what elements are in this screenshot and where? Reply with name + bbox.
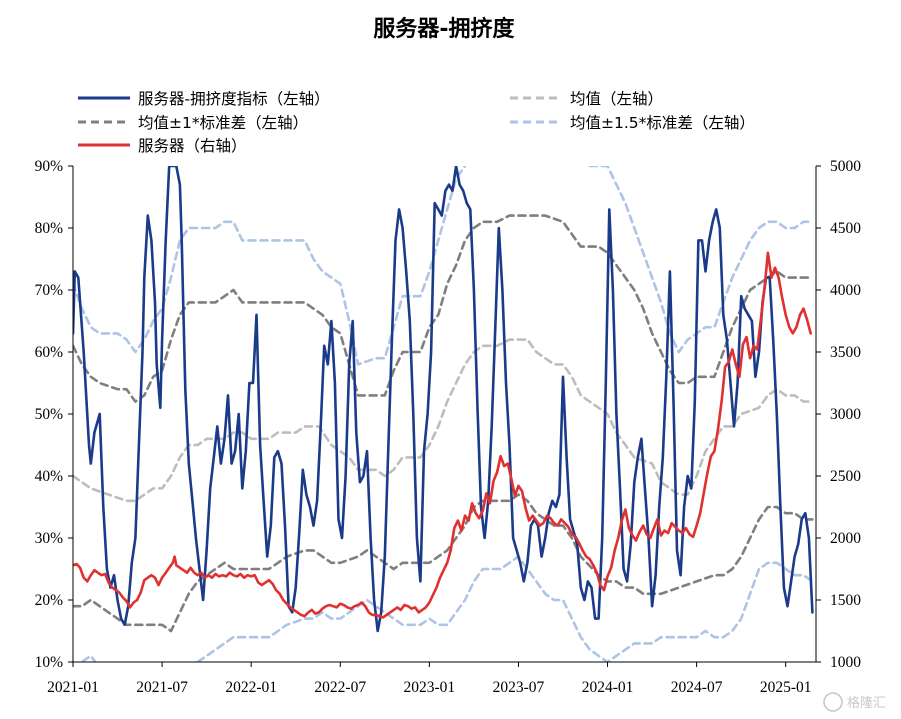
axes: [72, 166, 817, 663]
watermark-text: 格隆汇: [847, 695, 886, 711]
x-tick-label: 2022-07: [314, 679, 366, 696]
plot-area: [73, 166, 814, 662]
series-line-0: [73, 166, 814, 633]
right-tick-label: 4000: [830, 282, 861, 299]
x-tick-label: 2024-01: [582, 679, 634, 696]
legend-label-std1: 均值±1*标准差（左轴）: [138, 114, 308, 132]
right-tick-label: 1000: [830, 654, 861, 671]
legend-label-mean: 均值（左轴）: [570, 90, 663, 108]
legend-label-index: 服务器-拥挤度指标（左轴）: [138, 90, 330, 108]
legend-label-std15: 均值±1.5*标准差（左轴）: [570, 114, 755, 132]
x-tick-label: 2023-07: [493, 679, 545, 696]
watermark: 格隆汇: [823, 692, 886, 712]
left-tick-label: 10%: [35, 654, 64, 671]
x-tick-label: 2021-01: [47, 679, 99, 696]
chart-title: 服务器-拥挤度: [373, 16, 515, 42]
series-line-5: [79, 555, 814, 662]
right-tick-label: 4500: [830, 220, 861, 237]
x-axis-ticks: 2021-01 2021-07 2022-01 2022-07 2023-01 2023-…: [47, 662, 812, 696]
right-tick-label: 3500: [830, 344, 861, 361]
left-tick-label: 20%: [35, 592, 64, 609]
right-tick-label: 5000: [830, 158, 861, 175]
legend: 服务器-拥挤度指标（左轴） 均值（左轴） 均值±1*标准差（左轴） 均值±1.5…: [78, 90, 755, 155]
right-axis-ticks: 1000 1500 2000 2500 3000 3500 4000 4500 5000: [816, 158, 861, 671]
x-tick-label: 2021-07: [136, 679, 188, 696]
right-tick-label: 2500: [830, 468, 861, 485]
left-tick-label: 50%: [35, 406, 64, 423]
x-tick-label: 2023-01: [404, 679, 456, 696]
series-line-6: [73, 251, 812, 619]
right-tick-label: 3000: [830, 406, 861, 423]
series-line-3: [73, 493, 814, 633]
series-line-4: [73, 166, 814, 366]
right-tick-label: 1500: [830, 592, 861, 609]
left-tick-label: 70%: [35, 282, 64, 299]
left-tick-label: 90%: [35, 158, 64, 175]
legend-label-price: 服务器（右轴）: [138, 137, 247, 155]
x-tick-label: 2022-01: [225, 679, 277, 696]
watermark-logo-icon: [823, 692, 843, 712]
right-tick-label: 2000: [830, 530, 861, 547]
series-line-1: [73, 338, 814, 503]
series-line-2: [73, 214, 814, 403]
left-tick-label: 30%: [35, 530, 64, 547]
left-tick-label: 40%: [35, 468, 64, 485]
left-tick-label: 60%: [35, 344, 64, 361]
left-tick-label: 80%: [35, 220, 64, 237]
left-axis-ticks: 10% 20% 30% 40% 50% 60% 70% 80% 90%: [35, 158, 73, 671]
x-tick-label: 2025-01: [760, 679, 812, 696]
x-tick-label: 2024-07: [671, 679, 723, 696]
